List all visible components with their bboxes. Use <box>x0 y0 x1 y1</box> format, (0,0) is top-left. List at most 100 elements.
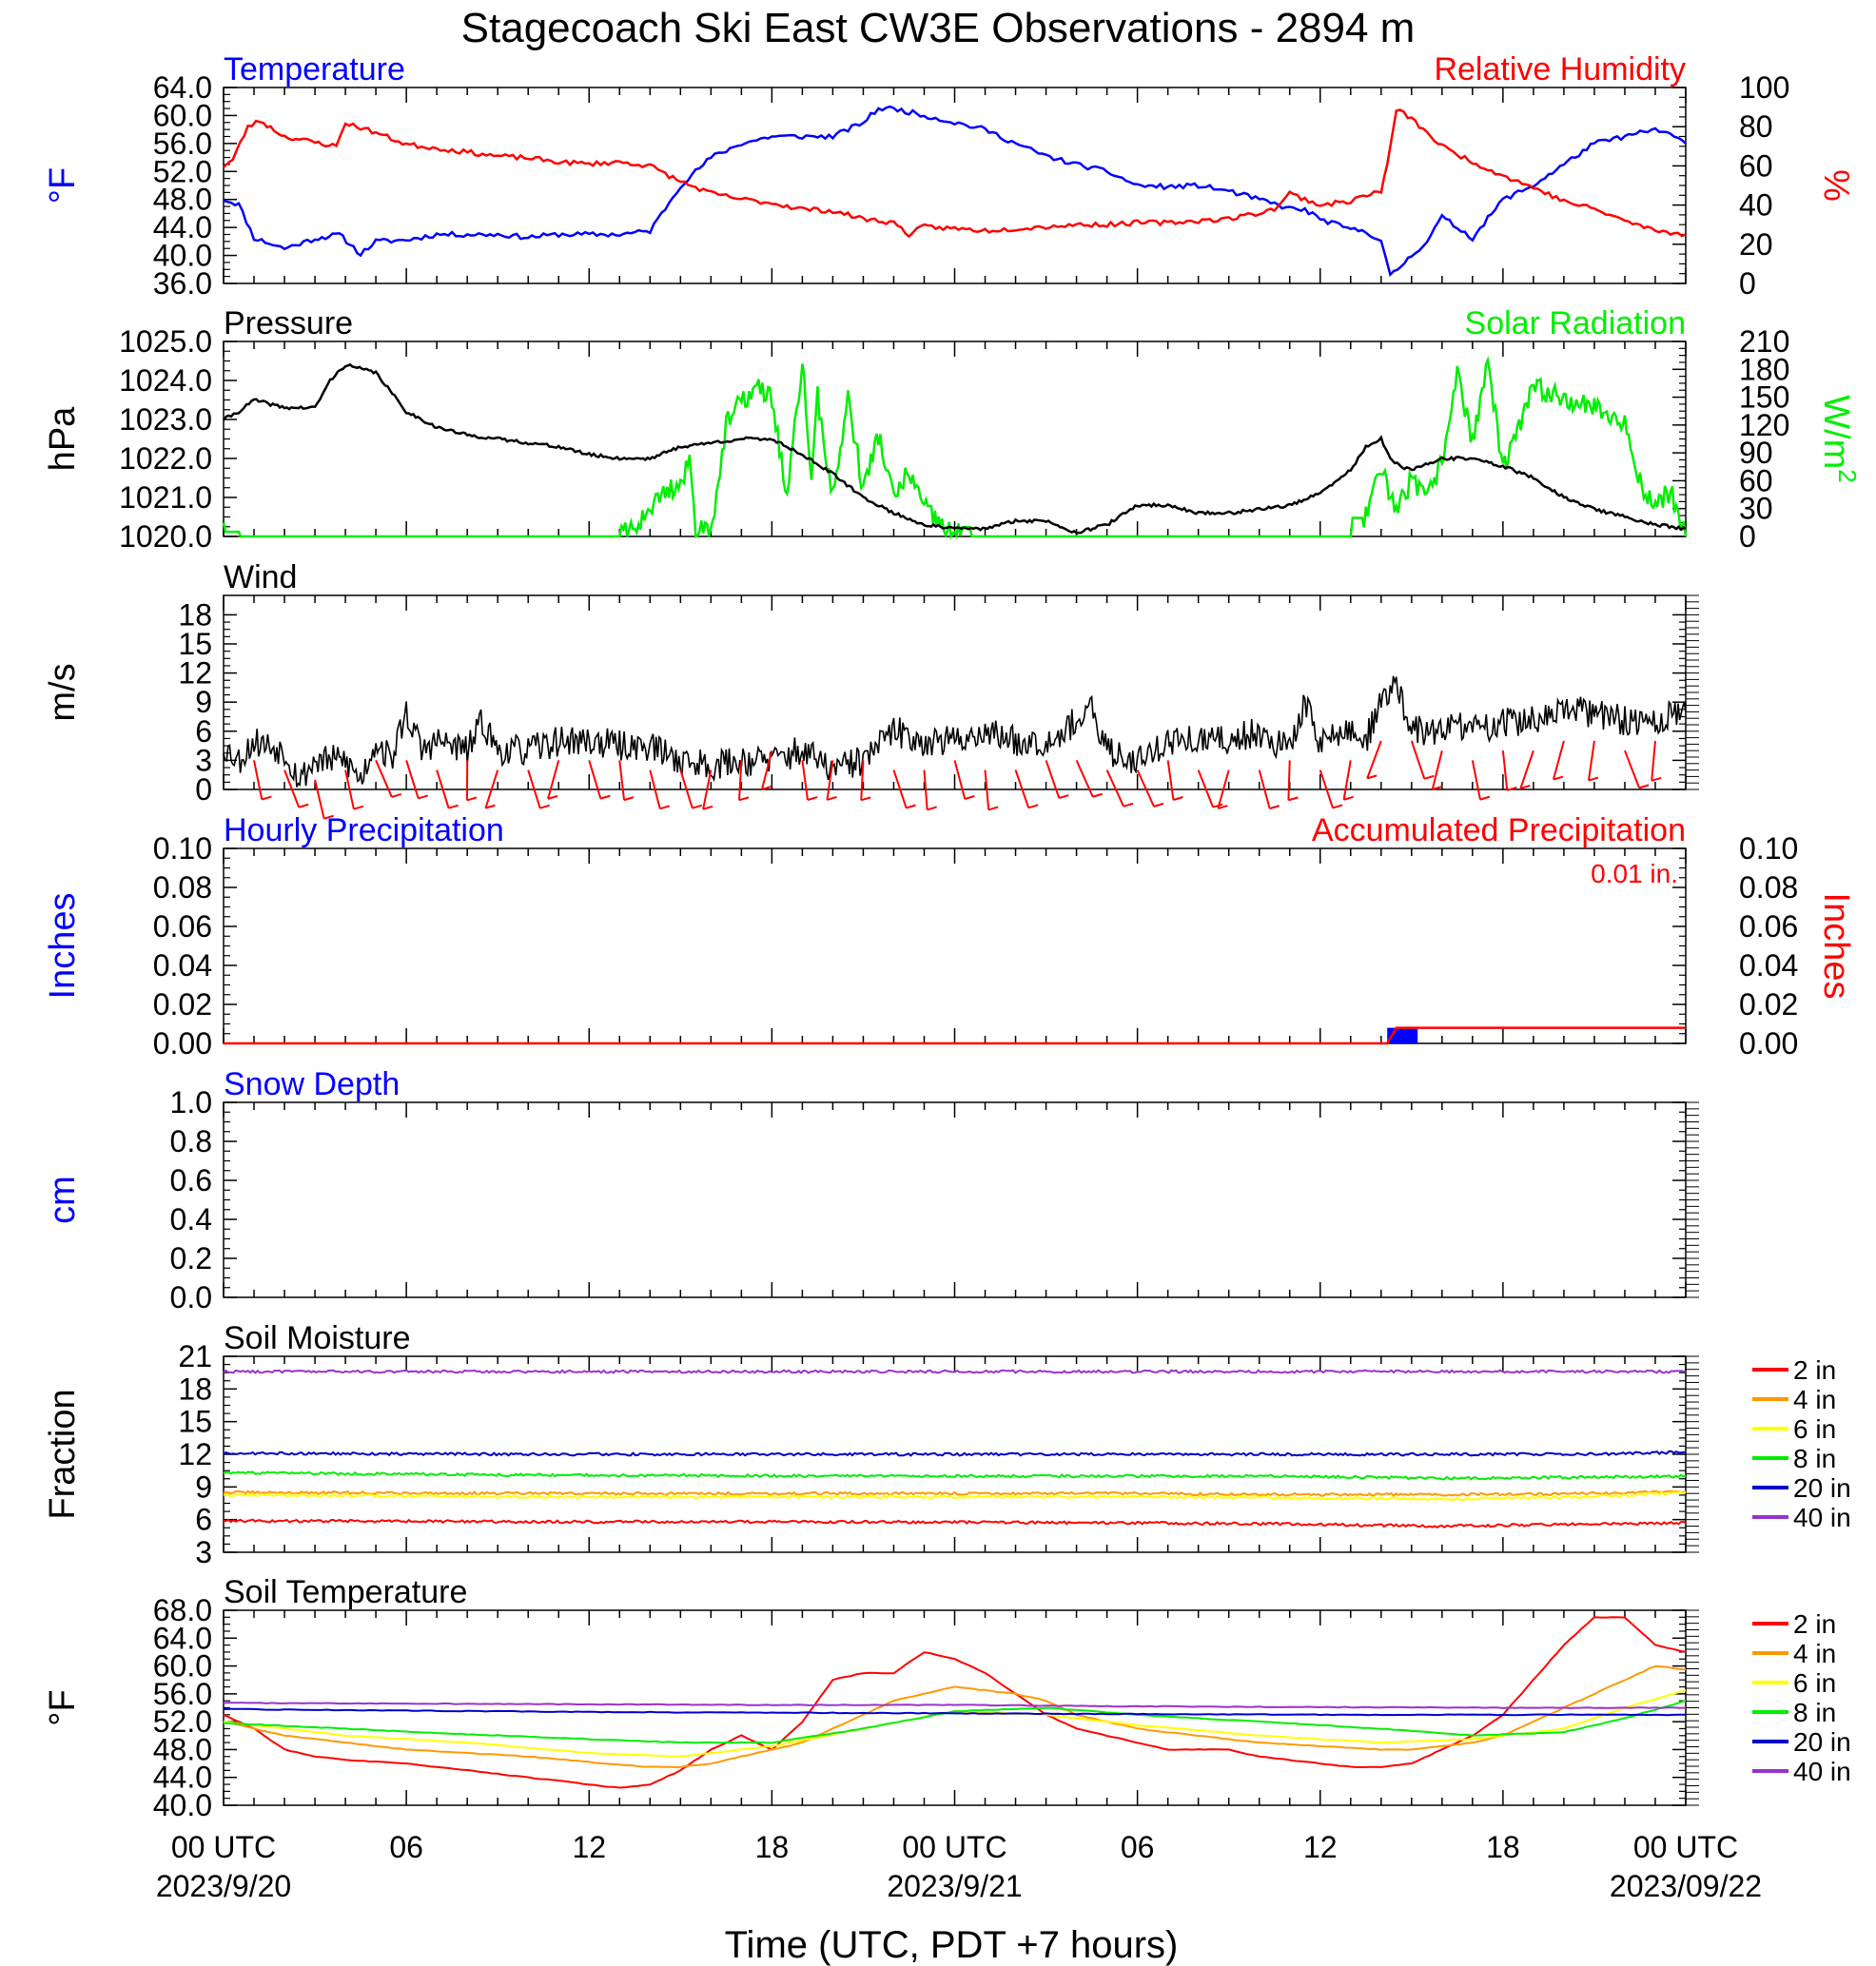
wind-barb <box>1166 760 1183 801</box>
wind-barb-shaft <box>702 769 713 809</box>
wind-barb-shaft <box>1651 740 1656 781</box>
time-tick-date: 2023/9/21 <box>887 1869 1022 1903</box>
precip-ylabel-left: Inches <box>43 893 83 1000</box>
wind-barb-shaft <box>547 760 560 800</box>
wind-barb-flag <box>738 796 750 802</box>
pressure_solar-y-tick-label: 1020.0 <box>119 519 212 554</box>
wind-barb-flag <box>323 814 334 820</box>
wind-barb <box>892 769 916 809</box>
wind-barb-flag <box>1059 794 1069 800</box>
wind-barb-shaft <box>953 760 967 800</box>
wind-barb-shaft <box>1014 769 1030 808</box>
legend-label: 4 in <box>1793 1385 1836 1414</box>
wind-barb <box>344 769 364 810</box>
wind-y-tick-label: 3 <box>195 743 212 777</box>
legend-label: 8 in <box>1793 1444 1836 1473</box>
soil_temperature-y-tick-label: 68.0 <box>153 1593 212 1627</box>
snow-y-tick-label: 0.6 <box>170 1163 212 1197</box>
wind-barb <box>860 760 871 802</box>
wind-barb-flag <box>298 803 309 808</box>
wind-barb-flag <box>860 796 871 802</box>
temp_rh-y2-tick-label: 20 <box>1739 227 1773 262</box>
soil-moisture-line <box>223 1489 1687 1498</box>
wind-barb-shaft <box>1105 769 1124 808</box>
wind-barb-flag <box>761 785 772 790</box>
wind-barb <box>1217 769 1230 810</box>
wind-barb-flag <box>906 804 916 809</box>
soil_moisture-y-tick-label: 3 <box>195 1535 212 1569</box>
solar-radiation-line <box>222 356 1688 540</box>
humidity-line <box>223 108 1687 239</box>
legend-label: 8 in <box>1793 1698 1836 1727</box>
snow-y-tick-label: 1.0 <box>170 1085 212 1119</box>
wind-barb-shaft <box>588 760 602 799</box>
wind-barb-shaft <box>527 769 541 809</box>
wind-barb-flag <box>1269 805 1280 810</box>
pressure_solar-y-tick-label: 1021.0 <box>119 480 212 515</box>
temp_rh-y-tick-label: 40.0 <box>153 239 212 273</box>
time-tick-label: 06 <box>389 1830 423 1864</box>
pressure-line <box>222 362 1687 535</box>
wind-barb-shaft <box>1431 749 1443 790</box>
wind-barb-flag <box>418 794 429 800</box>
wind-barb-flag <box>827 796 837 801</box>
wind-barb <box>1431 749 1443 790</box>
wind-barb-flag <box>692 804 703 809</box>
wind-barb-flag <box>600 794 611 800</box>
wind-barb-shaft <box>405 760 420 799</box>
wind-barb <box>283 769 309 808</box>
soil_temperature-y-tick-label: 48.0 <box>153 1732 212 1766</box>
precip-y-tick-label: 0.04 <box>153 948 212 983</box>
soil_temperature-y-tick-label: 64.0 <box>153 1621 212 1655</box>
wind-barb <box>253 760 272 801</box>
soil_moisture-y-tick-label: 6 <box>195 1503 212 1537</box>
wind-barb-flag <box>1288 796 1299 802</box>
wind-barb-flag <box>466 796 478 802</box>
soil_temperature-title-left: Soil Temperature <box>224 1574 467 1610</box>
pressure_solar-y2-tick-label: 30 <box>1739 492 1773 526</box>
wind-barb-shaft <box>1366 740 1382 779</box>
time-tick-label: 18 <box>1486 1830 1520 1864</box>
legend-label: 6 in <box>1793 1668 1836 1698</box>
soil-moisture-line <box>223 1490 1687 1502</box>
wind-barb-flag <box>353 805 364 810</box>
temperature-line <box>223 105 1687 278</box>
chart-panels: 36.040.044.048.052.056.060.064.002040608… <box>43 51 1862 1822</box>
soil-moisture-line <box>223 1518 1687 1529</box>
precip-title-left: Hourly Precipitation <box>224 812 504 848</box>
wind-barb <box>1136 769 1164 808</box>
snow-y-tick-label: 0.8 <box>170 1124 212 1158</box>
soil-moisture-line <box>223 1470 1687 1481</box>
wind-barb-shaft <box>484 769 499 808</box>
legend-label: 40 in <box>1793 1757 1851 1786</box>
temp_rh-y-tick-label: 60.0 <box>153 98 212 132</box>
soil_temperature-ylabel-left: °F <box>43 1689 83 1725</box>
legend-label: 6 in <box>1793 1414 1836 1444</box>
wind-barb-shaft <box>1075 759 1094 798</box>
soil_moisture-y-tick-label: 12 <box>178 1437 212 1471</box>
precip-y2-tick-label: 0.08 <box>1739 870 1798 905</box>
temp_rh-ylabel-left: °F <box>43 167 83 204</box>
wind-barb <box>1342 760 1354 801</box>
pressure_solar-y2-tick-label: 0 <box>1739 519 1756 554</box>
wind-barb <box>984 769 999 811</box>
legend-label: 20 in <box>1793 1727 1851 1757</box>
soil_temperature-y-tick-label: 40.0 <box>153 1788 212 1822</box>
wind-barb <box>527 769 550 809</box>
temp_rh-y-tick-label: 56.0 <box>153 127 212 161</box>
precip-y2-tick-label: 0.00 <box>1739 1026 1798 1061</box>
precip-y2-tick-label: 0.10 <box>1739 831 1798 866</box>
soil_moisture-ylabel-left: Fraction <box>43 1389 83 1519</box>
wind-barb <box>702 769 713 810</box>
snow-ylabel-left: cm <box>43 1176 83 1224</box>
wind-barb-flag <box>1520 785 1531 789</box>
wind-title-left: Wind <box>224 559 297 595</box>
soil-temperature-line <box>223 1702 1687 1709</box>
wind-barb <box>1197 769 1223 808</box>
precip-y-tick-label: 0.02 <box>153 987 212 1022</box>
soil-temperature-line <box>223 1616 1687 1789</box>
wind-barb <box>1319 769 1343 809</box>
soil_moisture-y-tick-label: 18 <box>178 1372 212 1406</box>
wind-barb <box>1075 759 1104 798</box>
